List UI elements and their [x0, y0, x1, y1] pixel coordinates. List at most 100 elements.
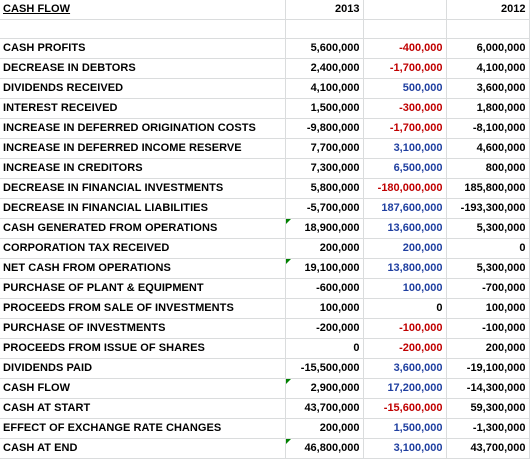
value-2012[interactable]: -8,100,000: [446, 118, 530, 139]
value-2012[interactable]: 0: [446, 238, 530, 259]
change-value[interactable]: -15,600,000: [363, 398, 447, 419]
value-2013[interactable]: 100,000: [285, 298, 364, 319]
row-label[interactable]: PURCHASE OF INVESTMENTS: [0, 318, 286, 339]
row-label[interactable]: CORPORATION TAX RECEIVED: [0, 238, 286, 259]
value-2013[interactable]: -5,700,000: [285, 198, 364, 219]
value-2012[interactable]: -193,300,000: [446, 198, 530, 219]
change-value[interactable]: 3,100,000: [363, 438, 447, 459]
row-label[interactable]: PROCEEDS FROM ISSUE OF SHARES: [0, 338, 286, 359]
value-2013[interactable]: 200,000: [285, 238, 364, 259]
empty-cell[interactable]: [285, 19, 364, 39]
value-2013[interactable]: -15,500,000: [285, 358, 364, 379]
value-2013[interactable]: 7,700,000: [285, 138, 364, 159]
change-value[interactable]: 13,800,000: [363, 258, 447, 279]
row-label[interactable]: INCREASE IN CREDITORS: [0, 158, 286, 179]
value-2012[interactable]: 200,000: [446, 338, 530, 359]
value-2013[interactable]: 5,800,000: [285, 178, 364, 199]
table-row: DECREASE IN FINANCIAL INVESTMENTS 5,800,0…: [0, 178, 530, 199]
table-row: CASH FLOW 2,900,000 17,200,000 -14,300,000: [0, 378, 530, 399]
value-2013[interactable]: 200,000: [285, 418, 364, 439]
value-2013[interactable]: -9,800,000: [285, 118, 364, 139]
row-label[interactable]: INCREASE IN DEFERRED ORIGINATION COSTS: [0, 118, 286, 139]
value-2013[interactable]: 7,300,000: [285, 158, 364, 179]
table-title[interactable]: CASH FLOW: [0, 0, 286, 20]
value-2013[interactable]: 19,100,000: [285, 258, 364, 279]
row-label[interactable]: DECREASE IN FINANCIAL LIABILITIES: [0, 198, 286, 219]
change-value[interactable]: 0: [363, 298, 447, 319]
value-2013[interactable]: -600,000: [285, 278, 364, 299]
row-label[interactable]: CASH PROFITS: [0, 38, 286, 59]
empty-cell[interactable]: [363, 19, 447, 39]
row-label[interactable]: DIVIDENDS RECEIVED: [0, 78, 286, 99]
value-2012[interactable]: 185,800,000: [446, 178, 530, 199]
row-label[interactable]: PROCEEDS FROM SALE OF INVESTMENTS: [0, 298, 286, 319]
change-value[interactable]: 500,000: [363, 78, 447, 99]
row-label[interactable]: EFFECT OF EXCHANGE RATE CHANGES: [0, 418, 286, 439]
value-2013[interactable]: 4,100,000: [285, 78, 364, 99]
change-value[interactable]: 100,000: [363, 278, 447, 299]
change-value[interactable]: 3,100,000: [363, 138, 447, 159]
table-row: EFFECT OF EXCHANGE RATE CHANGES 200,000 1,…: [0, 418, 530, 439]
row-label[interactable]: NET CASH FROM OPERATIONS: [0, 258, 286, 279]
value-2012[interactable]: -1,300,000: [446, 418, 530, 439]
value-2013[interactable]: 2,400,000: [285, 58, 364, 79]
row-label[interactable]: CASH FLOW: [0, 378, 286, 399]
value-2012[interactable]: 4,100,000: [446, 58, 530, 79]
change-value[interactable]: 1,500,000: [363, 418, 447, 439]
value-2012[interactable]: 800,000: [446, 158, 530, 179]
value-2012[interactable]: 59,300,000: [446, 398, 530, 419]
value-2012[interactable]: 6,000,000: [446, 38, 530, 59]
value-2012[interactable]: -19,100,000: [446, 358, 530, 379]
value-2013[interactable]: 5,600,000: [285, 38, 364, 59]
change-value[interactable]: -180,000,000: [363, 178, 447, 199]
change-value[interactable]: 3,600,000: [363, 358, 447, 379]
value-2012[interactable]: 1,800,000: [446, 98, 530, 119]
change-value[interactable]: 6,500,000: [363, 158, 447, 179]
value-2013[interactable]: -200,000: [285, 318, 364, 339]
value-2012[interactable]: 4,600,000: [446, 138, 530, 159]
row-label[interactable]: INTEREST RECEIVED: [0, 98, 286, 119]
row-label[interactable]: PURCHASE OF PLANT & EQUIPMENT: [0, 278, 286, 299]
row-label[interactable]: DIVIDENDS PAID: [0, 358, 286, 379]
empty-cell[interactable]: [0, 19, 286, 39]
change-value[interactable]: 187,600,000: [363, 198, 447, 219]
value-2013[interactable]: 18,900,000: [285, 218, 364, 239]
value-2012[interactable]: 100,000: [446, 298, 530, 319]
row-label[interactable]: CASH AT START: [0, 398, 286, 419]
value-2012[interactable]: -700,000: [446, 278, 530, 299]
value-2013[interactable]: 43,700,000: [285, 398, 364, 419]
change-value[interactable]: -100,000: [363, 318, 447, 339]
empty-cell[interactable]: [446, 19, 530, 39]
change-value[interactable]: 13,600,000: [363, 218, 447, 239]
year-2012-header[interactable]: 2012: [446, 0, 530, 20]
value-2012[interactable]: -100,000: [446, 318, 530, 339]
value-2012[interactable]: 5,300,000: [446, 218, 530, 239]
value-2013[interactable]: 1,500,000: [285, 98, 364, 119]
table-row: PURCHASE OF PLANT & EQUIPMENT -600,000 100…: [0, 278, 530, 299]
change-value[interactable]: -300,000: [363, 98, 447, 119]
row-label[interactable]: DECREASE IN DEBTORS: [0, 58, 286, 79]
row-label[interactable]: CASH AT END: [0, 438, 286, 459]
change-value[interactable]: -1,700,000: [363, 58, 447, 79]
change-value[interactable]: -1,700,000: [363, 118, 447, 139]
value-2012[interactable]: 5,300,000: [446, 258, 530, 279]
table-row: CASH AT END 46,800,000 3,100,000 43,700,000: [0, 438, 530, 459]
change-value[interactable]: -200,000: [363, 338, 447, 359]
row-label[interactable]: CASH GENERATED FROM OPERATIONS: [0, 218, 286, 239]
row-label[interactable]: DECREASE IN FINANCIAL INVESTMENTS: [0, 178, 286, 199]
value-2013[interactable]: 46,800,000: [285, 438, 364, 459]
row-label[interactable]: INCREASE IN DEFERRED INCOME RESERVE: [0, 138, 286, 159]
change-value[interactable]: 17,200,000: [363, 378, 447, 399]
value-2012[interactable]: 3,600,000: [446, 78, 530, 99]
change-value[interactable]: 200,000: [363, 238, 447, 259]
value-2012[interactable]: -14,300,000: [446, 378, 530, 399]
change-header-cell[interactable]: [363, 0, 447, 20]
table-row: PROCEEDS FROM SALE OF INVESTMENTS 100,000…: [0, 298, 530, 319]
change-value[interactable]: -400,000: [363, 38, 447, 59]
value-2013[interactable]: 2,900,000: [285, 378, 364, 399]
value-2013[interactable]: 0: [285, 338, 364, 359]
value-2012[interactable]: 43,700,000: [446, 438, 530, 459]
year-2013-header[interactable]: 2013: [285, 0, 364, 20]
